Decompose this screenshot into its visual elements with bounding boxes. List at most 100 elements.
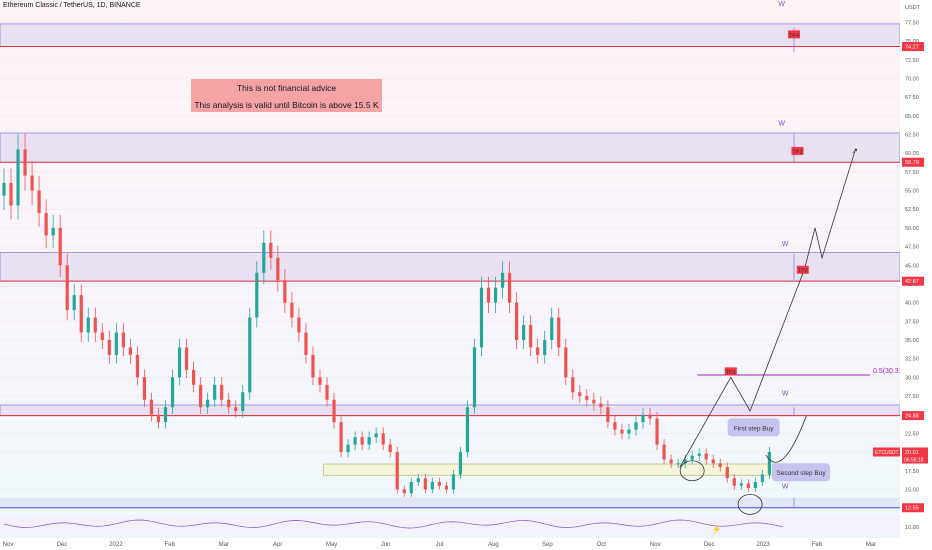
candle: [170, 377, 175, 408]
candle: [227, 399, 231, 408]
time-tick: Mar: [219, 542, 229, 548]
time-tick: May: [326, 542, 337, 548]
candle: [458, 452, 463, 475]
candle: [248, 317, 252, 393]
callout-text: First step Buy: [734, 425, 774, 432]
candle: [522, 325, 526, 340]
candle: [381, 433, 385, 445]
candle: [416, 478, 420, 482]
oscillator-line: [3, 519, 784, 529]
candle: [86, 317, 90, 333]
time-tick: 2023: [756, 542, 770, 548]
candle: [262, 242, 266, 273]
candle: [697, 453, 701, 456]
candle: [479, 287, 484, 348]
price-tick: 47.50: [905, 245, 919, 251]
candle: [304, 332, 308, 355]
candle: [662, 444, 666, 460]
price-tick: 55.00: [905, 189, 919, 195]
candle: [536, 347, 540, 355]
time-tick: Apr: [273, 542, 282, 548]
candle: [283, 280, 287, 303]
candle: [395, 452, 399, 490]
tp-badge: [787, 30, 800, 39]
candle: [191, 369, 196, 385]
candle: [515, 302, 519, 340]
candle: [220, 384, 224, 400]
price-tick: 17.50: [905, 469, 919, 475]
candle: [325, 384, 329, 400]
candle: [318, 377, 322, 385]
candle: [543, 339, 547, 355]
candle: [500, 272, 505, 288]
price-tick: 35.00: [905, 338, 919, 344]
candle: [114, 332, 118, 355]
time-tick: Jun: [381, 542, 391, 548]
candle: [311, 354, 315, 378]
time-axis-background: [0, 538, 900, 550]
candle: [72, 295, 76, 311]
candle: [669, 459, 673, 464]
tp-badge: [724, 367, 737, 376]
candle: [725, 467, 729, 479]
projection-arrowhead: ↗: [851, 146, 858, 155]
candle: [465, 407, 470, 453]
candle: [620, 429, 624, 434]
candle: [128, 347, 132, 355]
candle: [599, 403, 603, 408]
candle: [121, 332, 125, 348]
time-tick: Sep: [542, 542, 553, 548]
candle: [51, 227, 55, 236]
resistance-zone: [0, 404, 901, 416]
wave-label: W: [778, 1, 785, 8]
tp-label: TP2: [798, 268, 808, 274]
symbol-label: ETCUSDT: [875, 450, 899, 456]
price-tick: 62.50: [905, 133, 919, 139]
candle: [718, 463, 722, 468]
tp-label: TP4: [789, 33, 799, 39]
price-tick: 15.00: [905, 487, 919, 493]
candle: [332, 399, 336, 423]
price-label-badge: [902, 276, 924, 286]
candle: [444, 485, 448, 490]
time-tick: Dec: [57, 542, 68, 548]
time-tick: Jul: [436, 542, 444, 548]
candle: [557, 317, 561, 348]
candle: [423, 478, 427, 490]
candle: [58, 227, 62, 266]
candle: [704, 453, 708, 460]
disclaimer-line-1: This is not financial advice: [236, 83, 337, 93]
candle: [149, 399, 154, 415]
countdown: 06:56:18: [904, 457, 924, 463]
wave-label: W: [782, 390, 789, 397]
candle: [9, 183, 13, 206]
price-label-badge: [902, 157, 924, 167]
price-tick: 27.50: [905, 394, 919, 400]
candle: [507, 272, 512, 303]
candle: [578, 392, 582, 397]
price-tick: 72.50: [905, 58, 919, 64]
tp-label: TP3: [792, 149, 802, 155]
callout-box: [727, 418, 780, 437]
price-tick: 77.50: [905, 20, 919, 26]
disclaimer-note[interactable]: This is not financial advice This analys…: [191, 79, 382, 112]
candle: [2, 183, 6, 196]
price-tick: 30.00: [905, 375, 919, 381]
support-zone: [0, 497, 900, 508]
candle: [163, 407, 168, 423]
tp-badge: [796, 265, 809, 274]
price-label-badge: [902, 411, 924, 421]
candle: [339, 422, 343, 453]
price-tick: 60.00: [905, 151, 919, 157]
price-tick: 22.50: [905, 431, 919, 437]
candle: [199, 384, 203, 408]
candle: [374, 433, 378, 438]
price-tick: 37.50: [905, 319, 919, 325]
candle: [346, 444, 350, 453]
price-label: 12.55: [905, 506, 919, 512]
candle: [107, 339, 111, 355]
price-axis-background: [900, 0, 932, 550]
candle: [564, 347, 568, 378]
